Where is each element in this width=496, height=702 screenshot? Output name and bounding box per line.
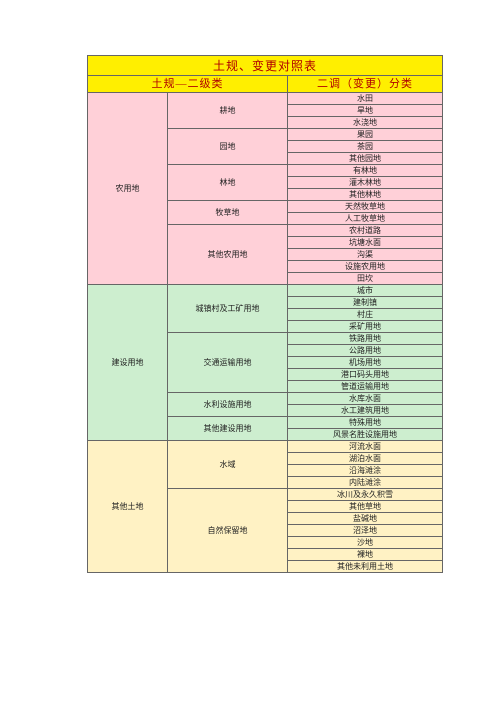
item-cell: 沼泽地: [286, 524, 444, 537]
item-cell: 公路用地: [286, 344, 444, 357]
group-cell: 农用地: [87, 92, 168, 285]
item-cell: 其他园地: [286, 152, 444, 165]
subgroup-cell: 耕地: [167, 92, 288, 129]
item-cell: 冰川及永久积雪: [286, 488, 444, 501]
header-cell: 二调（变更）分类: [286, 75, 444, 93]
table-row: 管道运输用地: [88, 380, 444, 393]
table-row: 水利设施用地 水库水面: [88, 392, 444, 417]
item-cell: 特殊用地: [286, 416, 444, 429]
item-cell: 天然牧草地: [286, 200, 444, 213]
table-row: 其他土地 水域 河流水面: [87, 440, 444, 573]
subgroup-cell: 牧草地: [167, 200, 288, 225]
item-cell: 沙地: [286, 536, 444, 549]
item-cell: 铁路用地: [286, 332, 444, 345]
item-cell: 沿海滩涂: [286, 464, 444, 477]
item-cell: 其他草地: [286, 500, 444, 513]
item-cell: 城市: [286, 284, 444, 297]
item-cell: 其他未利用土地: [286, 560, 444, 573]
item-cell: 茶园: [286, 140, 444, 153]
group-cell: 其他土地: [87, 440, 168, 573]
item-cell: 建制镇: [286, 296, 444, 309]
item-cell: 沟渠: [286, 248, 444, 261]
item-cell: 裸地: [286, 548, 444, 561]
item-cell: 灌木林地: [286, 176, 444, 189]
item-cell: 农村道路: [286, 224, 444, 237]
item-cell: 风景名胜设施用地: [286, 428, 444, 441]
subgroup-cell: 水利设施用地: [167, 392, 288, 417]
subgroup-cell: 交通运输用地: [167, 332, 288, 393]
table-body: 土规、变更对照表 土规—二级类 二调（变更）分类 农用地 耕地 水田 旱地 水浇地 园地 果园…: [86, 55, 444, 573]
comparison-table: 土规、变更对照表 土规—二级类 二调（变更）分类 农用地 耕地 水田 旱地 水浇地 园地 果园…: [86, 55, 444, 573]
table-row: 村庄: [88, 308, 444, 321]
table-row: 内陆滩涂: [88, 476, 444, 489]
item-cell: 港口码头用地: [286, 368, 444, 381]
item-cell: 水田: [286, 92, 444, 105]
table-row: 沿海滩涂: [88, 464, 444, 477]
table-row: 其他未利用土地: [88, 560, 444, 573]
item-cell: 田坎: [286, 272, 444, 285]
item-cell: 管道运输用地: [286, 380, 444, 393]
item-cell: 人工牧草地: [286, 212, 444, 225]
item-cell: 果园: [286, 128, 444, 141]
item-cell: 其他林地: [286, 188, 444, 201]
table-row: 牧草地 天然牧草地: [88, 200, 444, 225]
subgroup-cell: 城镇村及工矿用地: [167, 284, 288, 333]
subgroup-cell: 水域: [167, 440, 288, 489]
table-row: 交通运输用地 铁路用地: [88, 332, 444, 393]
table-row: 林地 有林地: [88, 164, 444, 201]
title-row: 土规、变更对照表: [86, 55, 444, 76]
table-row: 建设用地 城镇村及工矿用地 城市: [87, 284, 444, 441]
item-cell: 水工建筑用地: [286, 404, 444, 417]
table-row: 采矿用地: [88, 320, 444, 333]
subgroup-cell: 其他建设用地: [167, 416, 288, 441]
item-cell: 内陆滩涂: [286, 476, 444, 489]
subgroup-cell: 其他农用地: [167, 224, 288, 285]
table-row: 盐碱地: [88, 512, 444, 525]
table-row: 公路用地: [88, 344, 444, 357]
group-cell: 建设用地: [87, 284, 168, 441]
table-row: 水浇地: [88, 116, 444, 129]
header-cell: 土规—二级类: [87, 75, 288, 93]
table-row: 沙地: [88, 536, 444, 549]
item-cell: 河流水面: [286, 440, 444, 453]
table-row: 农用地 耕地 水田: [87, 92, 444, 285]
item-cell: 有林地: [286, 164, 444, 177]
item-cell: 水浇地: [286, 116, 444, 129]
item-cell: 旱地: [286, 104, 444, 117]
item-cell: 盐碱地: [286, 512, 444, 525]
table-row: 裸地: [88, 548, 444, 561]
table-row: 其他草地: [88, 500, 444, 513]
item-cell: 坑塘水面: [286, 236, 444, 249]
item-cell: 设施农用地: [286, 260, 444, 273]
table-row: 其他林地: [88, 188, 444, 201]
item-cell: 村庄: [286, 308, 444, 321]
table-row: 沟渠: [88, 248, 444, 261]
subgroup-cell: 园地: [167, 128, 288, 165]
subgroup-cell: 林地: [167, 164, 288, 201]
subgroup-cell: 自然保留地: [167, 488, 288, 573]
item-cell: 水库水面: [286, 392, 444, 405]
table-row: 茶园: [88, 140, 444, 153]
item-cell: 湖泊水面: [286, 452, 444, 465]
table-row: 人工牧草地: [88, 212, 444, 225]
header-row: 土规—二级类 二调（变更）分类: [87, 75, 444, 93]
table-row: 自然保留地 冰川及永久积雪: [88, 488, 444, 573]
item-cell: 采矿用地: [286, 320, 444, 333]
item-cell: 机场用地: [286, 356, 444, 369]
table-title: 土规、变更对照表: [86, 55, 444, 76]
table-row: 其他建设用地 特殊用地: [88, 416, 444, 441]
